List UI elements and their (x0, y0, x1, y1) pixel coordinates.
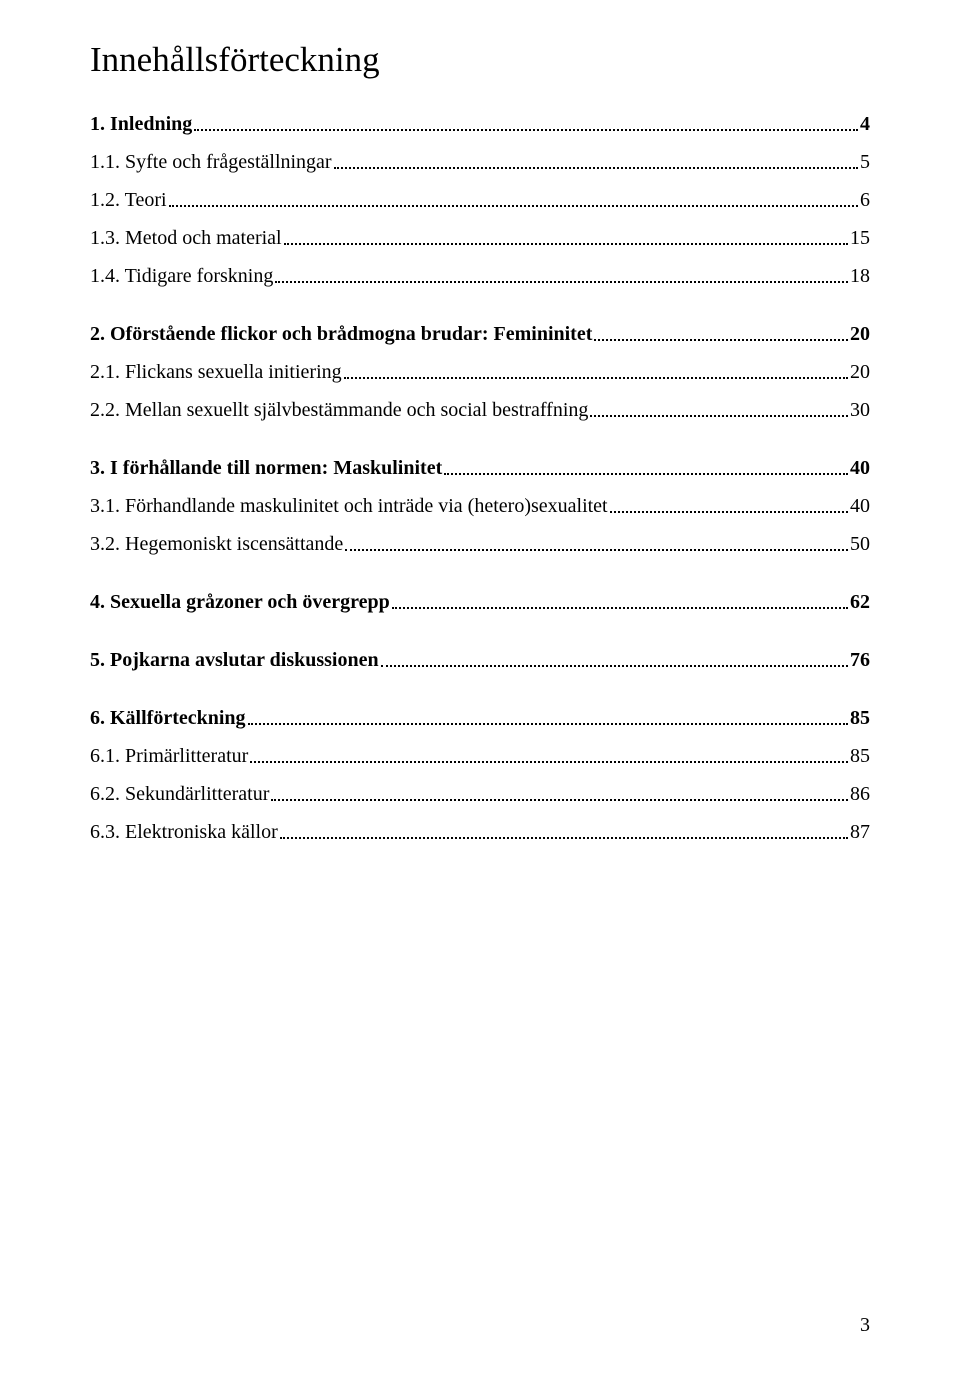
toc-leader-dots (271, 789, 848, 801)
toc-spacer (90, 630, 870, 650)
toc-leader-dots (381, 655, 848, 667)
toc-entry-label: 3.2. Hegemoniskt iscensättande (90, 534, 343, 554)
toc-entry-page: 86 (850, 784, 870, 804)
toc-entry-page: 50 (850, 534, 870, 554)
toc-leader-dots (194, 119, 858, 131)
toc-leader-dots (275, 271, 848, 283)
toc-row: 6. Källförteckning 85 (90, 708, 870, 728)
toc-entry-label: 1.4. Tidigare forskning (90, 266, 273, 286)
page-number: 3 (860, 1314, 870, 1337)
toc-entry-page: 6 (860, 190, 870, 210)
toc-leader-dots (345, 539, 848, 551)
toc-entry-label: 2. Oförstående flickor och brådmogna bru… (90, 324, 592, 344)
table-of-contents: 1. Inledning 4 1.1. Syfte och frågeställni… (90, 114, 870, 842)
toc-row: 3.1. Förhandlande maskulinitet och inträ… (90, 496, 870, 516)
toc-entry-page: 15 (850, 228, 870, 248)
toc-entry-page: 85 (850, 708, 870, 728)
toc-row: 2. Oförstående flickor och brådmogna bru… (90, 324, 870, 344)
toc-entry-label: 6.1. Primärlitteratur (90, 746, 248, 766)
toc-entry-page: 20 (850, 362, 870, 382)
toc-row: 6.1. Primärlitteratur 85 (90, 746, 870, 766)
toc-leader-dots (250, 751, 848, 763)
toc-spacer (90, 572, 870, 592)
toc-entry-label: 1.2. Teori (90, 190, 167, 210)
toc-entry-label: 3. I förhållande till normen: Maskulinit… (90, 458, 442, 478)
toc-row: 1.2. Teori 6 (90, 190, 870, 210)
toc-leader-dots (444, 463, 848, 475)
toc-entry-label: 2.1. Flickans sexuella initiering (90, 362, 342, 382)
toc-entry-label: 3.1. Förhandlande maskulinitet och inträ… (90, 496, 608, 516)
toc-entry-label: 6. Källförteckning (90, 708, 246, 728)
toc-entry-page: 85 (850, 746, 870, 766)
toc-entry-label: 4. Sexuella gråzoner och övergrepp (90, 592, 390, 612)
toc-entry-page: 62 (850, 592, 870, 612)
toc-leader-dots (280, 827, 848, 839)
toc-entry-page: 4 (860, 114, 870, 134)
toc-leader-dots (594, 329, 848, 341)
toc-entry-label: 1. Inledning (90, 114, 192, 134)
toc-entry-label: 1.3. Metod och material (90, 228, 282, 248)
document-page: Innehållsförteckning 1. Inledning 4 1.1. S… (0, 0, 960, 1375)
toc-leader-dots (334, 157, 858, 169)
toc-spacer (90, 688, 870, 708)
toc-row: 2.2. Mellan sexuellt självbestämmande oc… (90, 400, 870, 420)
toc-row: 1.3. Metod och material 15 (90, 228, 870, 248)
toc-spacer (90, 438, 870, 458)
toc-leader-dots (344, 367, 848, 379)
toc-entry-label: 5. Pojkarna avslutar diskussionen (90, 650, 379, 670)
toc-row: 6.3. Elektroniska källor 87 (90, 822, 870, 842)
toc-entry-page: 30 (850, 400, 870, 420)
toc-entry-page: 40 (850, 496, 870, 516)
toc-entry-label: 2.2. Mellan sexuellt självbestämmande oc… (90, 400, 588, 420)
toc-spacer (90, 304, 870, 324)
toc-leader-dots (169, 195, 858, 207)
toc-leader-dots (284, 233, 848, 245)
toc-leader-dots (392, 597, 848, 609)
toc-row: 2.1. Flickans sexuella initiering 20 (90, 362, 870, 382)
toc-row: 3.2. Hegemoniskt iscensättande 50 (90, 534, 870, 554)
toc-entry-label: 6.2. Sekundärlitteratur (90, 784, 269, 804)
toc-row: 1.4. Tidigare forskning 18 (90, 266, 870, 286)
toc-row: 5. Pojkarna avslutar diskussionen 76 (90, 650, 870, 670)
toc-entry-page: 87 (850, 822, 870, 842)
toc-row: 3. I förhållande till normen: Maskulinit… (90, 458, 870, 478)
toc-leader-dots (590, 405, 848, 417)
toc-row: 1. Inledning 4 (90, 114, 870, 134)
toc-entry-page: 76 (850, 650, 870, 670)
toc-row: 4. Sexuella gråzoner och övergrepp 62 (90, 592, 870, 612)
toc-entry-page: 40 (850, 458, 870, 478)
toc-row: 6.2. Sekundärlitteratur 86 (90, 784, 870, 804)
toc-entry-page: 18 (850, 266, 870, 286)
toc-leader-dots (248, 713, 848, 725)
toc-entry-page: 5 (860, 152, 870, 172)
toc-row: 1.1. Syfte och frågeställningar 5 (90, 152, 870, 172)
toc-entry-label: 1.1. Syfte och frågeställningar (90, 152, 332, 172)
toc-entry-label: 6.3. Elektroniska källor (90, 822, 278, 842)
toc-entry-page: 20 (850, 324, 870, 344)
toc-leader-dots (610, 501, 848, 513)
page-title: Innehållsförteckning (90, 38, 870, 86)
